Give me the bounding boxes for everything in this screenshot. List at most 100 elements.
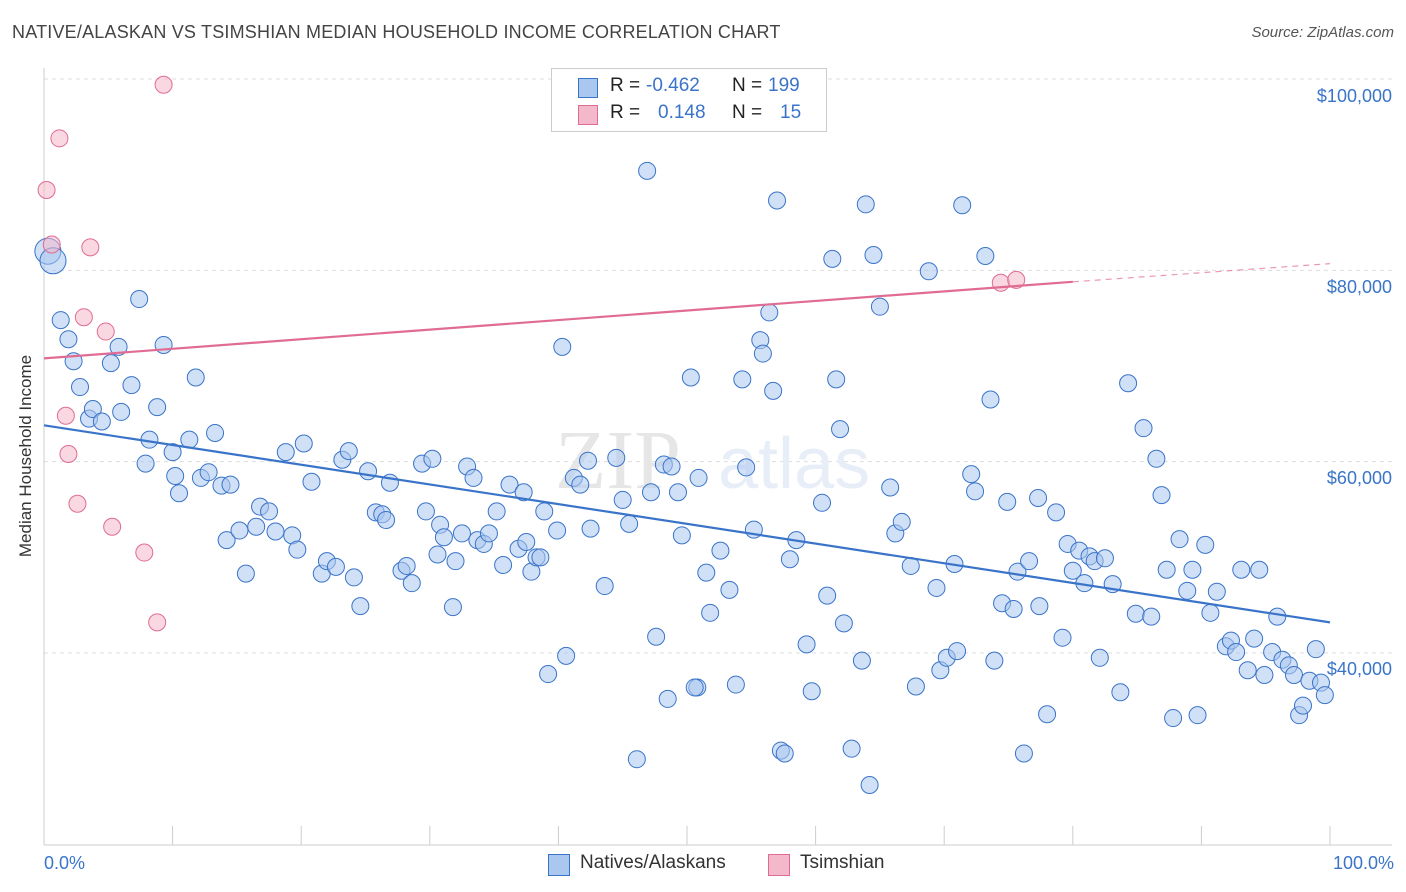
data-point-natives [1255, 666, 1274, 685]
data-point-natives [1227, 643, 1246, 662]
data-point-natives [109, 337, 128, 356]
data-point-natives [112, 402, 131, 421]
data-point-tsimshian [56, 406, 75, 425]
data-point-natives [906, 677, 925, 696]
data-point-natives [101, 354, 120, 373]
data-point-natives [163, 443, 182, 462]
data-point-natives [775, 744, 794, 763]
data-point-natives [1164, 709, 1183, 728]
data-point-natives [443, 598, 462, 617]
data-point-natives [595, 577, 614, 596]
y-axis-label: Median Household Income [16, 354, 35, 558]
data-point-natives [83, 400, 102, 419]
data-point-natives [1245, 629, 1264, 648]
data-point-natives [1201, 603, 1220, 622]
data-point-natives [1119, 374, 1138, 393]
data-point-natives [881, 478, 900, 497]
data-point-natives [276, 443, 295, 462]
data-point-natives [186, 368, 205, 387]
data-point-natives [423, 449, 442, 468]
data-point-natives [326, 557, 345, 576]
data-point-natives [1147, 449, 1166, 468]
trend-line-natives [43, 424, 1331, 624]
data-point-natives [581, 519, 600, 538]
data-point-natives [294, 434, 313, 453]
x-tick-label-min: 0.0% [44, 853, 86, 873]
data-point-natives [797, 635, 816, 654]
data-point-natives [998, 492, 1017, 511]
data-point-natives [1111, 683, 1130, 702]
chart-title: NATIVE/ALASKAN VS TSIMSHIAN MEDIAN HOUSE… [12, 22, 781, 42]
legend-r-value: 0.148 [658, 102, 706, 123]
data-point-natives [842, 739, 861, 758]
data-point-natives [981, 390, 1000, 409]
data-point-natives [823, 249, 842, 268]
data-point-natives [1020, 552, 1039, 571]
data-point-natives [500, 475, 519, 494]
data-point-natives [59, 330, 78, 349]
legend-n-value: 15 [780, 102, 802, 123]
data-point-natives [948, 642, 967, 661]
data-point-natives [479, 524, 498, 543]
data-point-natives [199, 463, 218, 482]
data-point-natives [1183, 560, 1202, 579]
data-point-tsimshian [154, 75, 173, 94]
data-point-natives [720, 580, 739, 599]
data-point-natives [834, 614, 853, 633]
data-point-natives [206, 423, 225, 442]
data-point-natives [813, 493, 832, 512]
data-point-natives [607, 448, 626, 467]
data-point-natives [494, 555, 513, 574]
data-point-natives [802, 682, 821, 701]
data-point-tsimshian [103, 517, 122, 536]
legend-row-tsimshian: R = 0.148 N = 15 [578, 102, 818, 126]
data-point-natives [689, 468, 708, 487]
data-point-natives [1157, 560, 1176, 579]
data-point-tsimshian [59, 445, 78, 464]
data-point-natives [962, 465, 981, 484]
data-point-natives [1196, 535, 1215, 554]
data-point-natives [1029, 489, 1048, 508]
data-point-natives [658, 689, 677, 708]
data-point-natives [1178, 581, 1197, 600]
data-point-natives [1268, 607, 1287, 626]
legend-n-value: 199 [768, 75, 800, 96]
data-point-natives [860, 776, 879, 795]
y-tick-label: $40,000 [1326, 659, 1392, 679]
data-point-natives [852, 651, 871, 670]
data-point-natives [344, 568, 363, 587]
bottom-legend-label: Natives/Alaskans [580, 852, 726, 873]
data-point-natives [668, 483, 687, 502]
watermark: ZIP atlas [555, 414, 870, 507]
data-point-natives [760, 303, 779, 322]
data-point-natives [487, 502, 506, 521]
data-point-natives [122, 376, 141, 395]
data-point-natives [539, 665, 558, 684]
data-point-natives [377, 511, 396, 530]
data-point-natives [685, 678, 704, 697]
data-point-natives [402, 574, 421, 593]
data-point-natives [1315, 686, 1334, 705]
data-point-natives [613, 490, 632, 509]
y-tick-label: $60,000 [1326, 468, 1392, 488]
data-point-natives [428, 545, 447, 564]
data-point-natives [517, 533, 536, 552]
data-point-natives [571, 475, 590, 494]
legend-n-label: N = [732, 75, 763, 96]
data-point-natives [339, 442, 358, 461]
data-point-natives [1232, 560, 1251, 579]
data-point-natives [764, 381, 783, 400]
data-point-natives [1090, 648, 1109, 667]
data-point-natives [827, 370, 846, 389]
data-point-natives [416, 502, 435, 521]
data-point-natives [1030, 597, 1049, 616]
data-point-natives [578, 451, 597, 470]
data-point-natives [221, 475, 240, 494]
data-point-natives [976, 246, 995, 265]
data-point-tsimshian [68, 494, 87, 513]
data-point-tsimshian [991, 273, 1010, 292]
y-tick-label: $100,000 [1316, 86, 1392, 106]
data-point-natives [638, 161, 657, 180]
trend-line-tsimshian-extension [1072, 263, 1331, 283]
data-point-natives [647, 627, 666, 646]
